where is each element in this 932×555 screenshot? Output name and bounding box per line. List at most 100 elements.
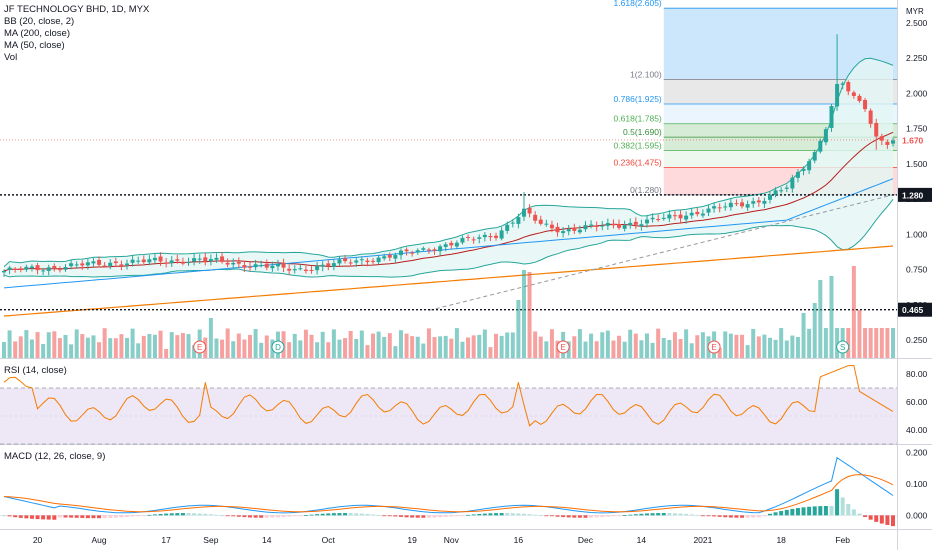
candle-body [700, 213, 705, 216]
candle-body [767, 194, 772, 200]
candle-body [891, 140, 895, 144]
volume-bar [533, 331, 538, 358]
vol-legend[interactable]: Vol [4, 52, 18, 63]
macd-histogram-bar [130, 515, 135, 517]
price-tag [898, 132, 932, 147]
volume-bar [315, 342, 320, 358]
macd-histogram-bar [242, 515, 247, 518]
macd-histogram-bar [449, 515, 454, 517]
candle-body [130, 259, 135, 263]
candle-body [175, 259, 180, 261]
volume-bar [147, 334, 152, 358]
macd-histogram-bar [113, 515, 118, 518]
volume-bar [326, 342, 331, 358]
event-label: E [197, 343, 202, 352]
volume-bar [617, 335, 622, 358]
macd-histogram-bar [281, 515, 286, 518]
candle-body [818, 140, 823, 152]
macd-histogram-bar [164, 513, 169, 516]
candle-body [622, 225, 627, 229]
candle-body [259, 265, 264, 267]
candle-body [572, 227, 577, 231]
candle-body [376, 257, 381, 263]
volume-bar [421, 343, 426, 358]
macd-histogram-bar [656, 513, 661, 516]
candle-body [119, 264, 124, 266]
price-tag [898, 187, 932, 202]
volume-bar [499, 335, 504, 358]
candle-body [169, 260, 174, 264]
candle-body [538, 219, 543, 224]
symbol-title[interactable]: JF TECHNOLOGY BHD, 1D, MYX [4, 4, 150, 15]
candle-body [499, 230, 504, 239]
volume-bar [231, 341, 236, 358]
candle-body [605, 223, 610, 226]
macd-histogram-bar [52, 515, 57, 520]
event-marker [707, 340, 721, 354]
volume-bar [728, 333, 733, 358]
volume-bar [376, 331, 381, 358]
volume-bar [494, 333, 499, 358]
macd-histogram-bar [756, 515, 761, 518]
volume-bar [85, 337, 90, 358]
macd-histogram-bar [309, 514, 314, 516]
candle-body [275, 264, 280, 267]
candle-body [29, 266, 34, 269]
candle-body [164, 262, 169, 264]
candle-body [2, 270, 6, 273]
candle-body [555, 226, 560, 233]
volume-bar [857, 310, 862, 358]
candle-body [415, 250, 420, 253]
candle-body [851, 92, 856, 96]
volume-bar [572, 336, 577, 358]
volume-bar [823, 328, 828, 358]
candle-body [561, 231, 566, 234]
event-label: S [840, 343, 845, 352]
candle-body [745, 204, 750, 208]
macd-histogram-bar [270, 515, 275, 518]
candle-body [600, 225, 605, 227]
volume-bar [248, 334, 253, 358]
macd-histogram-bar [354, 513, 359, 516]
macd-histogram-bar [382, 515, 387, 517]
candle-body [18, 268, 23, 270]
ma200-legend[interactable]: MA (200, close) [4, 28, 70, 39]
volume-bar [583, 341, 588, 358]
macd-histogram-bar [108, 515, 113, 519]
rsi-title[interactable]: RSI (14, close) [4, 365, 67, 376]
volume-bar [505, 332, 510, 358]
macd-title[interactable]: MACD (12, 26, close, 9) [4, 451, 106, 462]
macd-histogram-bar [410, 515, 415, 518]
candle-body [287, 268, 292, 271]
macd-histogram-bar [13, 515, 18, 518]
volume-bar [818, 280, 823, 358]
volume-bar [2, 342, 6, 358]
candle-body [35, 265, 40, 271]
candle-body [779, 190, 784, 192]
macd-histogram-bar [538, 515, 543, 516]
macd-histogram-bar [214, 514, 219, 516]
price-tick-label: 0.250 [906, 335, 928, 345]
volume-bar [331, 329, 336, 358]
macd-histogram-bar [745, 515, 750, 518]
candle-body [180, 262, 185, 264]
macd-histogram-bar [790, 508, 795, 516]
volume-bar [488, 347, 493, 358]
macd-histogram-bar [208, 514, 213, 516]
macd-histogram-bar [622, 515, 627, 517]
candle-body [773, 190, 778, 195]
candle-body [661, 217, 666, 219]
x-tick-label: 20 [33, 535, 43, 545]
macd-histogram-bar [572, 515, 577, 518]
bb-legend[interactable]: BB (20, close, 2) [4, 16, 75, 27]
volume-bar [460, 341, 465, 358]
ma50-legend[interactable]: MA (50, close) [4, 40, 65, 51]
volume-bar [141, 335, 146, 358]
volume-bar [214, 338, 219, 358]
macd-histogram-bar [275, 515, 280, 518]
macd-histogram-bar [387, 515, 392, 517]
candle-body [264, 263, 269, 268]
macd-histogram-bar [555, 515, 560, 517]
candle-body [728, 202, 733, 208]
